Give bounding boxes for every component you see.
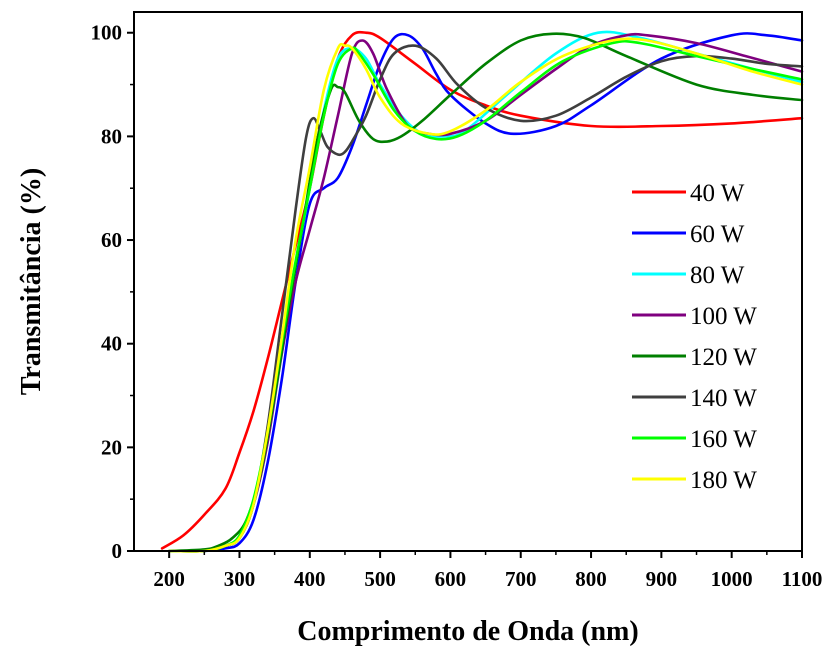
x-tick-label: 700 [505,567,537,591]
y-axis-title: Transmitância (%) [16,168,47,395]
legend-label: 140 W [690,385,757,412]
plot-frame [133,11,803,552]
x-tick-label: 500 [364,567,396,591]
x-tick-label: 1100 [782,567,823,591]
plot-lines [160,30,804,553]
x-tick-label: 1000 [711,567,753,591]
legend: 40 W 60 W 80 W 100 W 120 W 140 W 160 W 180 W [632,180,757,494]
legend-label: 160 W [690,426,757,453]
legend-label: 80 W [690,262,745,289]
series-line-180-w [167,37,804,553]
x-tick-label: 900 [646,567,678,591]
x-axis-ticks: 200 300 400 500 600 700 800 900 1000 1100 [153,551,822,591]
legend-label: 40 W [690,180,745,207]
y-tick-label: 60 [101,228,122,252]
x-tick-label: 200 [153,567,185,591]
x-axis-title: Comprimento de Onda (nm) [297,616,638,647]
legend-label: 60 W [690,221,745,248]
x-tick-label: 300 [224,567,256,591]
legend-label: 180 W [690,467,757,494]
y-axis-ticks: 0 20 40 60 80 100 [91,21,134,563]
legend-label: 100 W [690,303,757,330]
legend-label: 120 W [690,344,757,371]
x-tick-label: 800 [575,567,607,591]
y-tick-label: 20 [101,435,122,459]
y-tick-label: 100 [91,21,123,45]
x-tick-label: 400 [294,567,326,591]
x-tick-label: 600 [435,567,467,591]
series-line-60-w [167,32,804,553]
y-tick-label: 40 [101,332,122,356]
y-tick-label: 0 [112,539,123,563]
y-tick-label: 80 [101,124,122,148]
